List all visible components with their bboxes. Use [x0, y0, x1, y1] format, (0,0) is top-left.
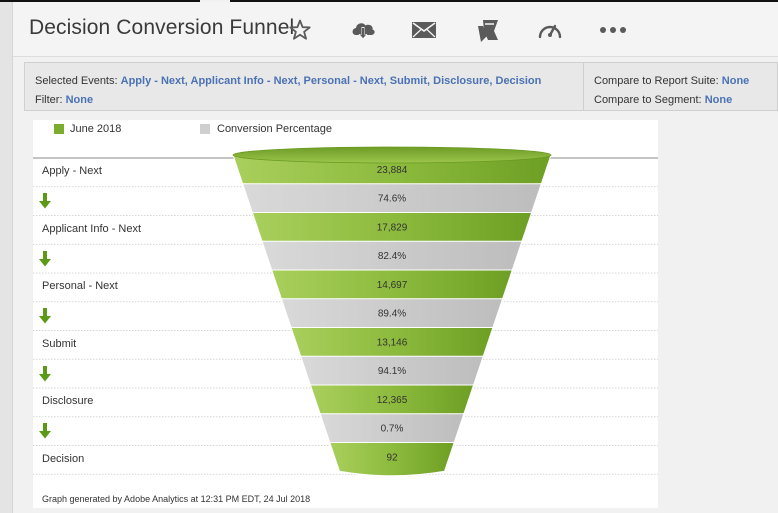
graph-footer: Graph generated by Adobe Analytics at 12…	[42, 494, 311, 504]
page-title: Decision Conversion Funnel	[29, 16, 295, 39]
legend-june: June 2018	[70, 123, 122, 135]
down-arrow-icon	[39, 423, 51, 439]
legend-swatch-conversion	[200, 124, 210, 134]
compare-segment-row: Compare to Segment: None	[594, 91, 749, 110]
step-label-4: Submit	[42, 338, 77, 350]
funnel-conversion-value: 82.4%	[378, 251, 406, 262]
funnel-step-value: 23,884	[377, 165, 408, 176]
funnel-conversion-value: 0.7%	[381, 424, 404, 435]
funnel-step-value: 17,829	[377, 222, 408, 233]
funnel-conversion-value: 94.1%	[378, 366, 406, 377]
filter-label: Filter:	[35, 94, 63, 106]
mail-icon[interactable]	[409, 15, 439, 45]
funnel-step-value: 12,365	[377, 395, 408, 406]
funnel-conversion-value: 74.6%	[378, 194, 406, 205]
compare-segment-label: Compare to Segment:	[594, 94, 702, 106]
down-arrow-icon	[39, 366, 51, 382]
funnel-chart: 23,884 74.6% 17,829 82.4% 14,697 89.4% 13,146 9…	[33, 146, 658, 477]
legend-swatch-june	[54, 124, 64, 134]
report-info-bar: Selected Events: Apply - Next, Applicant…	[24, 62, 778, 111]
report-header: Decision Conversion Funnel	[13, 2, 778, 57]
funnel-conversion-value: 89.4%	[378, 309, 406, 320]
compare-suite-link[interactable]: None	[721, 75, 750, 87]
funnel-step-value: 92	[386, 452, 398, 463]
selected-events-label: Selected Events:	[35, 75, 118, 87]
star-icon[interactable]	[285, 15, 315, 45]
compare-segment-link[interactable]: None	[704, 94, 733, 106]
bookmark-icon[interactable]	[473, 15, 503, 45]
step-label-5: Disclosure	[42, 395, 94, 407]
down-arrow-icon	[39, 251, 51, 267]
cloud-download-icon[interactable]	[348, 15, 378, 45]
more-icon[interactable]	[598, 15, 628, 45]
speedometer-icon[interactable]	[535, 15, 565, 45]
step-label-1: Apply - Next	[42, 165, 102, 177]
funnel-rim	[232, 146, 552, 164]
left-rail	[0, 2, 13, 513]
selected-events-link[interactable]: Apply - Next, Applicant Info - Next, Per…	[120, 75, 542, 87]
down-arrow-icon	[39, 308, 51, 324]
step-label-3: Personal - Next	[42, 280, 118, 292]
info-divider	[583, 63, 584, 110]
funnel-step-value: 13,146	[377, 337, 408, 348]
filter-row: Filter: None	[35, 91, 541, 110]
funnel-step-band	[329, 442, 455, 477]
step-label-6: Decision	[42, 453, 85, 465]
selected-events-row: Selected Events: Apply - Next, Applicant…	[35, 72, 541, 91]
funnel-step-value: 14,697	[377, 280, 408, 291]
step-label-2: Applicant Info - Next	[42, 223, 142, 235]
compare-suite-row: Compare to Report Suite: None	[594, 72, 749, 91]
top-strip	[0, 0, 778, 2]
legend-conversion: Conversion Percentage	[217, 123, 332, 135]
compare-suite-label: Compare to Report Suite:	[594, 75, 719, 87]
filter-link[interactable]: None	[65, 94, 94, 106]
down-arrow-icon	[39, 193, 51, 209]
funnel-panel: June 2018 Conversion Percentage 23,884 74…	[33, 120, 658, 508]
